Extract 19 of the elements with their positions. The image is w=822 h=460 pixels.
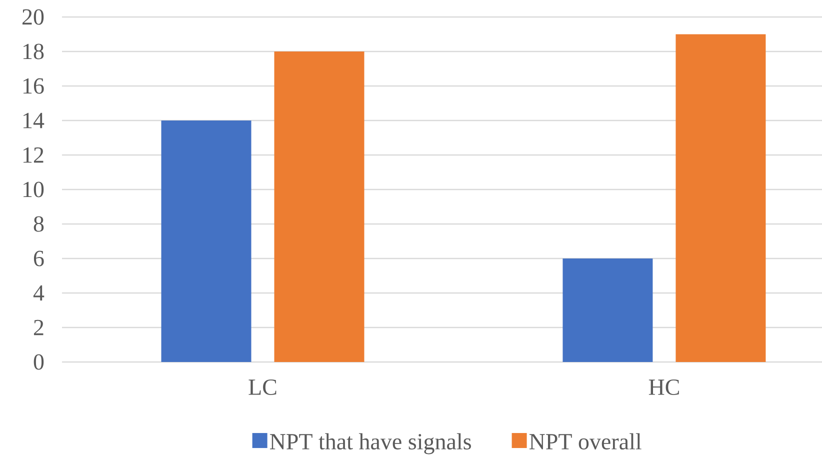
bar [676, 34, 766, 362]
y-tick-label: 6 [34, 250, 44, 266]
x-tick-label: HC [648, 380, 679, 395]
bar [274, 51, 364, 362]
y-tick-label: 16 [24, 78, 44, 94]
x-tick-label: LC [248, 380, 276, 395]
y-tick-label: 8 [34, 216, 44, 232]
y-tick-label: 20 [22, 9, 44, 25]
legend-label: NPT overall [529, 433, 642, 450]
y-tick-label: 10 [24, 182, 44, 198]
legend-label: NPT that have signals [270, 433, 471, 454]
y-tick-label: 14 [24, 112, 44, 128]
y-tick-label: 2 [34, 320, 44, 336]
bar [562, 258, 653, 362]
y-tick-label: 0 [34, 354, 44, 370]
y-tick-label: 18 [24, 44, 44, 60]
bar [161, 120, 252, 362]
y-tick-label: 4 [33, 285, 44, 301]
y-tick-label: 12 [24, 147, 44, 163]
